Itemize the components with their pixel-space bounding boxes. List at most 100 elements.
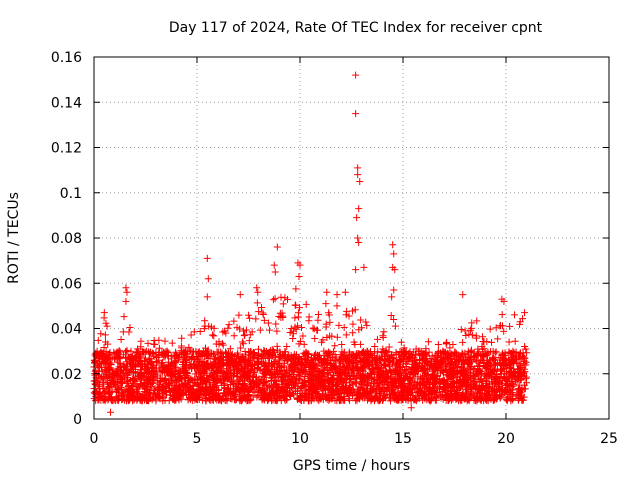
data-point bbox=[299, 359, 307, 367]
data-point bbox=[350, 372, 358, 380]
data-point bbox=[397, 338, 405, 346]
data-point bbox=[354, 171, 362, 179]
data-point bbox=[344, 385, 352, 393]
data-point bbox=[126, 324, 134, 332]
data-point bbox=[289, 334, 297, 342]
y-tick-label: 0.06 bbox=[51, 276, 82, 292]
data-point bbox=[461, 327, 469, 335]
data-point bbox=[293, 394, 301, 402]
data-point bbox=[421, 369, 429, 377]
data-point bbox=[466, 386, 474, 394]
data-point bbox=[306, 386, 314, 394]
data-point bbox=[507, 387, 515, 395]
data-point bbox=[398, 382, 406, 390]
data-point bbox=[207, 381, 215, 389]
data-point bbox=[431, 396, 439, 404]
data-point bbox=[428, 352, 436, 360]
data-point bbox=[446, 367, 454, 375]
data-point bbox=[298, 360, 306, 368]
data-point bbox=[345, 360, 353, 368]
data-point bbox=[327, 366, 335, 374]
data-point bbox=[362, 318, 370, 326]
data-point bbox=[275, 383, 283, 391]
data-point bbox=[491, 392, 499, 400]
data-point bbox=[314, 356, 322, 364]
data-point bbox=[490, 379, 498, 387]
data-point bbox=[333, 364, 341, 372]
data-point bbox=[279, 312, 287, 320]
data-point bbox=[345, 312, 353, 320]
data-point bbox=[123, 377, 131, 385]
data-point bbox=[306, 379, 314, 387]
data-point bbox=[280, 394, 288, 402]
data-point bbox=[151, 341, 159, 349]
data-point bbox=[316, 379, 324, 387]
data-point bbox=[179, 355, 187, 363]
data-point bbox=[500, 327, 508, 335]
data-point bbox=[289, 330, 297, 338]
data-point bbox=[129, 376, 137, 384]
data-point bbox=[144, 339, 152, 347]
x-tick-label: 10 bbox=[291, 431, 309, 447]
data-point bbox=[305, 395, 313, 403]
data-point bbox=[105, 350, 113, 358]
data-point bbox=[336, 393, 344, 401]
data-point bbox=[183, 352, 191, 360]
data-point bbox=[321, 382, 329, 390]
data-point bbox=[516, 318, 524, 326]
data-point bbox=[136, 350, 144, 358]
data-point bbox=[495, 354, 503, 362]
data-point bbox=[302, 367, 310, 375]
data-point bbox=[142, 347, 150, 355]
data-point bbox=[236, 344, 244, 352]
data-point bbox=[159, 384, 167, 392]
data-point bbox=[254, 350, 262, 358]
data-point bbox=[515, 385, 523, 393]
data-point bbox=[116, 373, 124, 381]
data-point bbox=[178, 342, 186, 350]
data-point bbox=[216, 372, 224, 380]
data-point bbox=[283, 389, 291, 397]
grid-lines bbox=[94, 57, 609, 419]
data-point bbox=[132, 369, 140, 377]
data-point bbox=[149, 364, 157, 372]
y-tick-label: 0.08 bbox=[51, 231, 82, 247]
data-point bbox=[480, 345, 488, 353]
data-point bbox=[203, 350, 211, 358]
data-point bbox=[120, 313, 128, 321]
data-point bbox=[451, 389, 459, 397]
data-point bbox=[371, 392, 379, 400]
data-point bbox=[408, 364, 416, 372]
data-point bbox=[443, 361, 451, 369]
data-point bbox=[158, 383, 166, 391]
data-point bbox=[145, 378, 153, 386]
data-point bbox=[124, 395, 132, 403]
data-point bbox=[409, 348, 417, 356]
data-point bbox=[299, 332, 307, 340]
data-point bbox=[320, 347, 328, 355]
data-point bbox=[476, 394, 484, 402]
data-point bbox=[142, 360, 150, 368]
data-point bbox=[491, 349, 499, 357]
data-point bbox=[512, 369, 520, 377]
data-point bbox=[134, 395, 142, 403]
data-point bbox=[354, 234, 362, 242]
data-point bbox=[298, 323, 306, 331]
y-tick-label: 0.16 bbox=[51, 50, 82, 66]
data-point bbox=[292, 359, 300, 367]
data-point bbox=[241, 387, 249, 395]
data-point bbox=[191, 379, 199, 387]
data-point bbox=[359, 365, 367, 373]
data-point bbox=[260, 346, 268, 354]
data-point bbox=[250, 353, 258, 361]
data-point bbox=[122, 297, 130, 305]
data-point bbox=[472, 334, 480, 342]
data-point bbox=[325, 350, 333, 358]
data-point bbox=[199, 390, 207, 398]
data-point bbox=[460, 377, 468, 385]
data-point bbox=[127, 347, 135, 355]
data-point bbox=[203, 359, 211, 367]
data-point bbox=[434, 340, 442, 348]
data-point bbox=[203, 293, 211, 301]
data-point bbox=[503, 397, 511, 405]
